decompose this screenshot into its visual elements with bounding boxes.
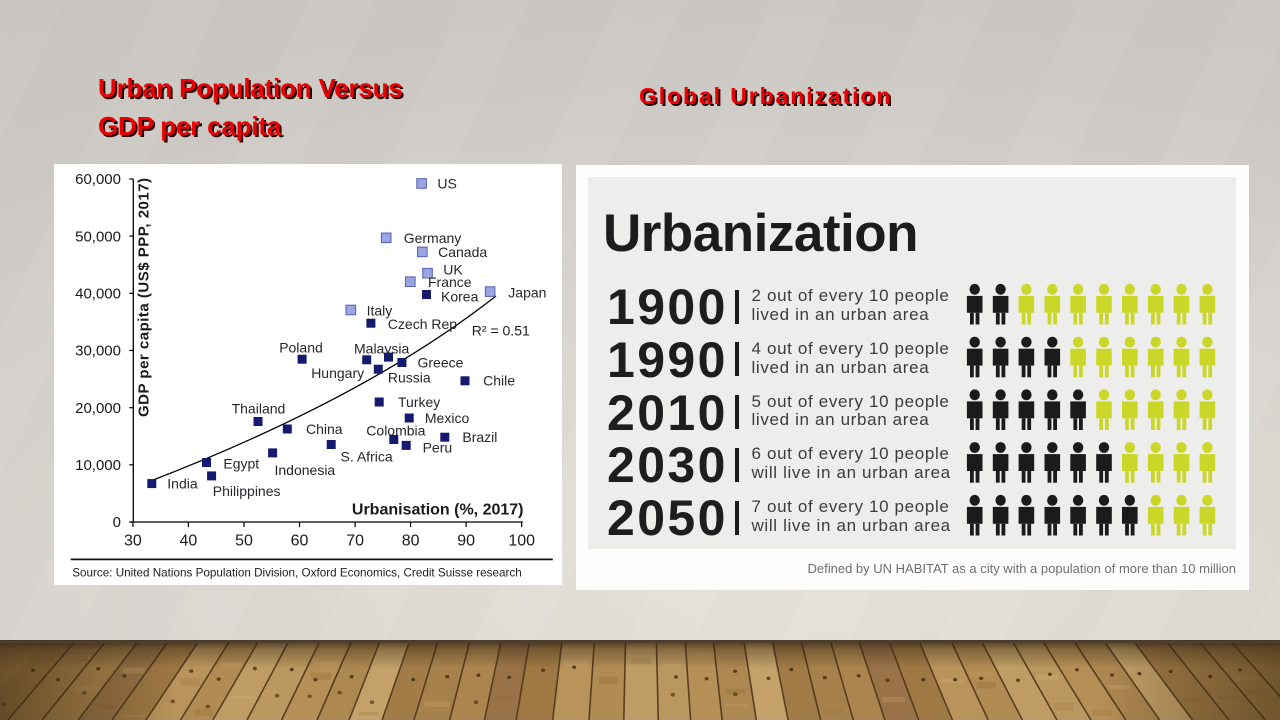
svg-text:60: 60: [291, 533, 309, 550]
svg-text:30: 30: [124, 533, 142, 550]
svg-text:Russia: Russia: [388, 370, 431, 386]
svg-text:Brazil: Brazil: [462, 429, 497, 445]
svg-text:Hungary: Hungary: [311, 365, 364, 381]
svg-text:Source: United Nations Populat: Source: United Nations Population Divisi…: [72, 566, 522, 579]
svg-text:10,000: 10,000: [75, 457, 121, 474]
svg-text:0: 0: [113, 514, 121, 531]
svg-text:40,000: 40,000: [75, 286, 121, 303]
svg-text:Malaysia: Malaysia: [354, 340, 409, 356]
svg-text:Indonesia: Indonesia: [275, 462, 336, 478]
svg-text:Peru: Peru: [423, 440, 453, 456]
svg-text:Colombia: Colombia: [366, 423, 425, 439]
svg-text:Egypt: Egypt: [223, 456, 259, 472]
svg-text:90: 90: [457, 533, 475, 550]
svg-text:GDP per capita (US$ PPP, 2017): GDP per capita (US$ PPP, 2017): [136, 177, 153, 417]
svg-text:China: China: [306, 421, 343, 437]
svg-text:100: 100: [508, 533, 535, 550]
svg-text:Chile: Chile: [483, 373, 515, 389]
svg-text:Italy: Italy: [367, 302, 393, 318]
svg-text:Korea: Korea: [441, 289, 479, 305]
svg-text:Japan: Japan: [508, 284, 546, 300]
svg-text:Greece: Greece: [418, 354, 464, 370]
svg-text:60,000: 60,000: [75, 171, 121, 188]
svg-text:40: 40: [180, 533, 198, 550]
svg-text:Czech Rep: Czech Rep: [388, 316, 457, 332]
svg-text:US: US: [437, 176, 456, 192]
svg-text:Mexico: Mexico: [425, 410, 470, 426]
svg-text:80: 80: [402, 533, 420, 550]
svg-text:India: India: [167, 476, 198, 492]
svg-text:R² = 0.51: R² = 0.51: [472, 323, 530, 339]
svg-text:30,000: 30,000: [75, 343, 121, 360]
svg-text:50,000: 50,000: [75, 228, 121, 245]
svg-text:Philippines: Philippines: [213, 483, 281, 499]
svg-text:Canada: Canada: [438, 244, 487, 260]
svg-text:S. Africa: S. Africa: [341, 448, 393, 464]
svg-text:70: 70: [346, 533, 364, 550]
svg-text:Poland: Poland: [279, 340, 323, 356]
svg-text:50: 50: [235, 533, 253, 550]
svg-text:20,000: 20,000: [75, 400, 121, 417]
svg-text:Germany: Germany: [404, 230, 462, 246]
svg-text:Turkey: Turkey: [398, 394, 440, 410]
svg-text:UK: UK: [443, 262, 463, 278]
svg-text:Urbanisation (%, 2017): Urbanisation (%, 2017): [352, 502, 524, 519]
svg-text:Thailand: Thailand: [232, 400, 286, 416]
svg-text:France: France: [428, 274, 472, 290]
